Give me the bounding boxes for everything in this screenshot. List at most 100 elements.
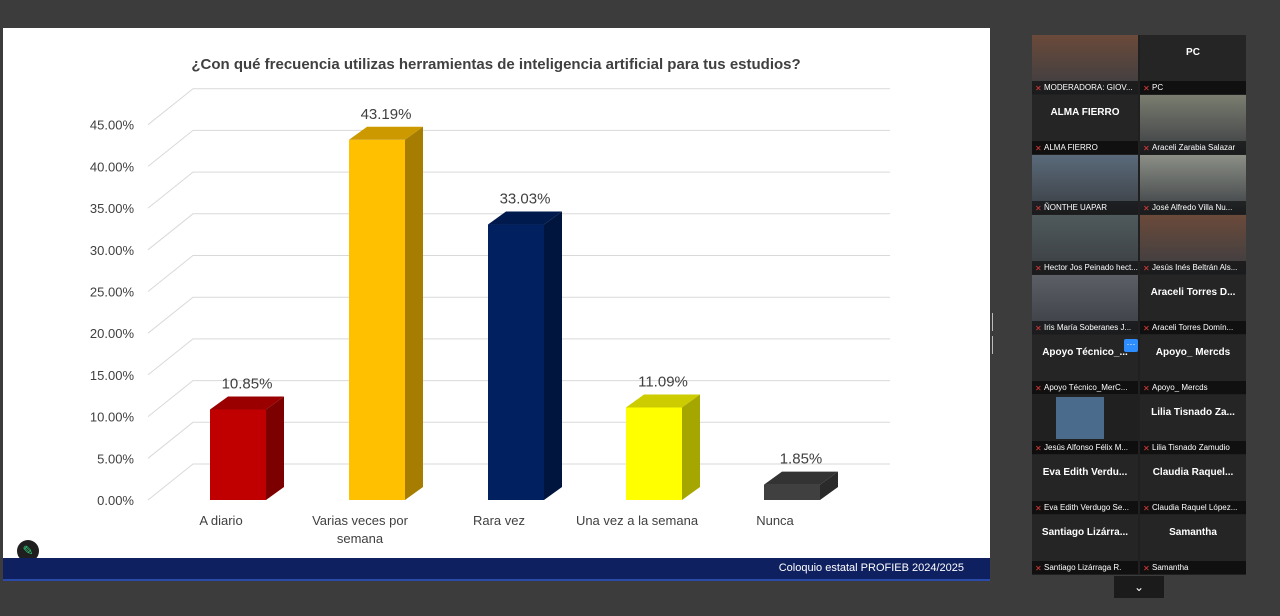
- gridline: [147, 338, 890, 376]
- x-tick-label: semana: [337, 531, 384, 546]
- participant-name: Araceli Torres Domín...: [1152, 323, 1234, 332]
- participant-tile[interactable]: Santiago Lizárra... ✕ Santiago Lizárraga R…: [1032, 515, 1138, 574]
- x-tick-label: A diario: [199, 513, 242, 528]
- participant-tile[interactable]: ✕ Araceli Zarabia Salazar: [1140, 95, 1246, 154]
- participant-tile[interactable]: PC ✕ PC: [1140, 35, 1246, 94]
- participant-display-name: ALMA FIERRO: [1050, 107, 1120, 118]
- mic-muted-icon: ✕: [1035, 384, 1042, 393]
- participant-name-label: ✕ ÑONTHE UAPAR: [1032, 201, 1138, 214]
- participant-name-label: ✕ PC: [1140, 81, 1246, 94]
- participant-name-label: ✕ Iris María Soberanes J...: [1032, 321, 1138, 334]
- bar: [349, 139, 405, 500]
- mic-muted-icon: ✕: [1143, 324, 1150, 333]
- participant-photo: [1056, 397, 1104, 439]
- participant-name-label: ✕ Eva Edith Verdugo Se...: [1032, 501, 1138, 514]
- participant-tile[interactable]: Eva Edith Verdu... ✕ Eva Edith Verdugo Se.…: [1032, 455, 1138, 514]
- participant-tile[interactable]: Samantha ✕ Samantha: [1140, 515, 1246, 574]
- participant-tile[interactable]: ✕ Iris María Soberanes J...: [1032, 275, 1138, 334]
- participant-name-label: ✕ Jesús Inés Beltrán Als...: [1140, 261, 1246, 274]
- participant-tile[interactable]: Claudia Raquel... ✕ Claudia Raquel López..…: [1140, 455, 1246, 514]
- chevron-down-icon[interactable]: ⌄: [1114, 576, 1164, 598]
- participant-display-name: Lilia Tisnado Za...: [1151, 407, 1235, 418]
- participant-name-label: ✕ Jesús Alfonso Félix M...: [1032, 441, 1138, 454]
- participant-display-name: Araceli Torres D...: [1150, 287, 1236, 298]
- participant-name: Jesús Inés Beltrán Als...: [1152, 263, 1238, 272]
- participant-name: Apoyo Técnico_MerC...: [1044, 383, 1128, 392]
- slide-footer: Coloquio estatal PROFIEB 2024/2025: [3, 558, 990, 581]
- participant-tile[interactable]: ✕ Hector Jos Peinado hect...: [1032, 215, 1138, 274]
- y-tick-label: 25.00%: [90, 285, 135, 300]
- mic-muted-icon: ✕: [1035, 444, 1042, 453]
- participant-name: Claudia Raquel López...: [1152, 503, 1238, 512]
- mic-muted-icon: ✕: [1143, 444, 1150, 453]
- mic-muted-icon: ✕: [1143, 204, 1150, 213]
- participant-tile[interactable]: Lilia Tisnado Za... ✕ Lilia Tisnado Zamudi…: [1140, 395, 1246, 454]
- pencil-icon[interactable]: ✎: [17, 540, 39, 562]
- bar-side: [682, 394, 700, 500]
- bar-top: [349, 126, 423, 140]
- bar: [764, 484, 820, 500]
- participant-name: Eva Edith Verdugo Se...: [1044, 503, 1129, 512]
- participant-tile[interactable]: ✕ MODERADORA: GIOV...: [1032, 35, 1138, 94]
- participant-name-label: ✕ MODERADORA: GIOV...: [1032, 81, 1138, 94]
- data-label: 43.19%: [361, 106, 412, 123]
- participant-name: MODERADORA: GIOV...: [1044, 83, 1133, 92]
- bar-side: [544, 211, 562, 501]
- participant-display-name: Samantha: [1169, 527, 1217, 538]
- x-tick-label: Rara vez: [473, 513, 525, 528]
- participant-display-name: Santiago Lizárra...: [1041, 527, 1129, 538]
- participant-tile[interactable]: ALMA FIERRO ✕ ALMA FIERRO: [1032, 95, 1138, 154]
- participant-tile[interactable]: ✕ José Alfredo Villa Nu...: [1140, 155, 1246, 214]
- participant-name-label: ✕ Samantha: [1140, 561, 1246, 574]
- gridline: [147, 213, 890, 251]
- participant-tile[interactable]: ✕ Jesús Alfonso Félix M...: [1032, 395, 1138, 454]
- participant-tile[interactable]: ✕ Jesús Inés Beltrán Als...: [1140, 215, 1246, 274]
- mic-muted-icon: ✕: [1143, 264, 1150, 273]
- x-tick-label: Varias veces por: [312, 513, 409, 528]
- data-label: 10.85%: [222, 376, 273, 393]
- participant-name-label: ✕ Claudia Raquel López...: [1140, 501, 1246, 514]
- panel-splitter[interactable]: [992, 313, 995, 354]
- data-label: 1.85%: [780, 451, 823, 468]
- participant-name-label: ✕ Lilia Tisnado Zamudio: [1140, 441, 1246, 454]
- more-options-button[interactable]: ···: [1124, 339, 1138, 352]
- mic-muted-icon: ✕: [1035, 84, 1042, 93]
- y-tick-label: 10.00%: [90, 410, 135, 425]
- footer-text: Coloquio estatal PROFIEB 2024/2025: [778, 562, 964, 574]
- gridline: [147, 129, 890, 167]
- mic-muted-icon: ✕: [1143, 144, 1150, 153]
- participant-display-name: Eva Edith Verdu...: [1042, 467, 1128, 478]
- presentation-slide: ¿Con qué frecuencia utilizas herramienta…: [3, 28, 990, 581]
- participant-name-label: ✕ José Alfredo Villa Nu...: [1140, 201, 1246, 214]
- participant-display-name: Apoyo Técnico_...: [1042, 347, 1128, 358]
- participant-name: Jesús Alfonso Félix M...: [1044, 443, 1129, 452]
- bar-side: [820, 471, 838, 500]
- participant-name: José Alfredo Villa Nu...: [1152, 203, 1233, 212]
- participant-name-label: ✕ Araceli Zarabia Salazar: [1140, 141, 1246, 154]
- participant-name: Apoyo_ Mercds: [1152, 383, 1208, 392]
- y-tick-label: 20.00%: [90, 326, 135, 341]
- participant-tile[interactable]: Apoyo Técnico_... ✕ Apoyo Técnico_MerC...: [1032, 335, 1138, 394]
- participant-name-label: ✕ ALMA FIERRO: [1032, 141, 1138, 154]
- participant-name-label: ✕ Apoyo_ Mercds: [1140, 381, 1246, 394]
- y-tick-label: 40.00%: [90, 159, 135, 174]
- bar-top: [764, 471, 838, 485]
- y-tick-label: 30.00%: [90, 243, 135, 258]
- bar-side: [266, 396, 284, 500]
- participant-tile[interactable]: Araceli Torres D... ✕ Araceli Torres Domín…: [1140, 275, 1246, 334]
- data-label: 33.03%: [500, 191, 551, 208]
- gridline: [147, 171, 890, 209]
- participant-name: Iris María Soberanes J...: [1044, 323, 1132, 332]
- participant-name-label: ✕ Hector Jos Peinado hect...: [1032, 261, 1138, 274]
- data-label: 11.09%: [638, 374, 688, 391]
- bar-top: [626, 394, 700, 408]
- participant-name: Lilia Tisnado Zamudio: [1152, 443, 1230, 452]
- participant-tile[interactable]: ✕ ÑONTHE UAPAR: [1032, 155, 1138, 214]
- participant-display-name: Apoyo_ Mercds: [1155, 347, 1231, 358]
- y-tick-label: 0.00%: [97, 493, 134, 508]
- participant-display-name: Claudia Raquel...: [1152, 467, 1234, 478]
- x-tick-label: Nunca: [756, 513, 794, 528]
- y-tick-label: 45.00%: [90, 118, 135, 133]
- participant-tile[interactable]: Apoyo_ Mercds ✕ Apoyo_ Mercds: [1140, 335, 1246, 394]
- participant-name: Santiago Lizárraga R.: [1044, 563, 1122, 572]
